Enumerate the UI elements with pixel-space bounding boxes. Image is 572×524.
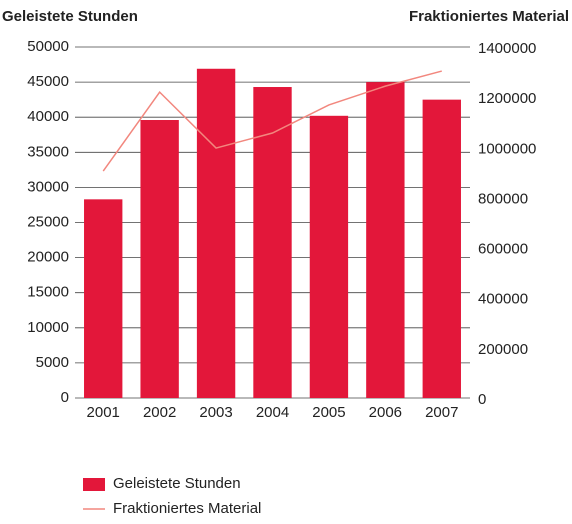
y-axis-title: Geleistete Stunden bbox=[2, 8, 138, 25]
legend-label: Fraktioniertes Material bbox=[113, 500, 261, 517]
y-tick-label: 10000 bbox=[27, 319, 69, 336]
y-tick-label: 40000 bbox=[27, 108, 69, 125]
y2-tick-label: 600000 bbox=[478, 241, 528, 258]
bar bbox=[140, 120, 179, 399]
line bbox=[102, 70, 442, 172]
bar bbox=[253, 87, 292, 398]
y2-tick-label: 400000 bbox=[478, 291, 528, 308]
y-tick-label: 35000 bbox=[27, 143, 69, 160]
y-tick-label: 45000 bbox=[27, 73, 69, 90]
bar bbox=[309, 115, 349, 399]
y-tick-label: 5000 bbox=[36, 354, 69, 371]
x-tick-label: 2002 bbox=[143, 404, 176, 421]
y2-axis-title: Fraktioniertes Material bbox=[409, 8, 569, 25]
y2-tick-label: 200000 bbox=[478, 341, 528, 358]
legend-swatch bbox=[83, 478, 105, 491]
y-tick-label: 0 bbox=[61, 389, 69, 406]
bar bbox=[422, 99, 461, 399]
y-tick-label: 20000 bbox=[27, 249, 69, 266]
y2-tick-label: 1200000 bbox=[478, 90, 536, 107]
y2-tick-label: 1400000 bbox=[478, 40, 536, 57]
legend-label: Geleistete Stunden bbox=[113, 475, 241, 492]
y2-tick-label: 800000 bbox=[478, 190, 528, 207]
y-tick-label: 50000 bbox=[27, 38, 69, 55]
x-tick-label: 2001 bbox=[87, 404, 120, 421]
bar bbox=[84, 199, 123, 398]
x-tick-label: 2006 bbox=[369, 404, 402, 421]
x-tick-label: 2005 bbox=[312, 404, 345, 421]
x-tick-label: 2004 bbox=[256, 404, 289, 421]
y-tick-label: 30000 bbox=[27, 178, 69, 195]
y2-tick-label: 1000000 bbox=[478, 140, 536, 157]
y-tick-label: 25000 bbox=[27, 213, 69, 230]
y-tick-label: 15000 bbox=[27, 284, 69, 301]
x-tick-label: 2007 bbox=[425, 404, 458, 421]
x-tick-label: 2003 bbox=[199, 404, 232, 421]
bar bbox=[366, 82, 405, 398]
y2-tick-label: 0 bbox=[478, 391, 486, 408]
bar bbox=[196, 68, 236, 399]
